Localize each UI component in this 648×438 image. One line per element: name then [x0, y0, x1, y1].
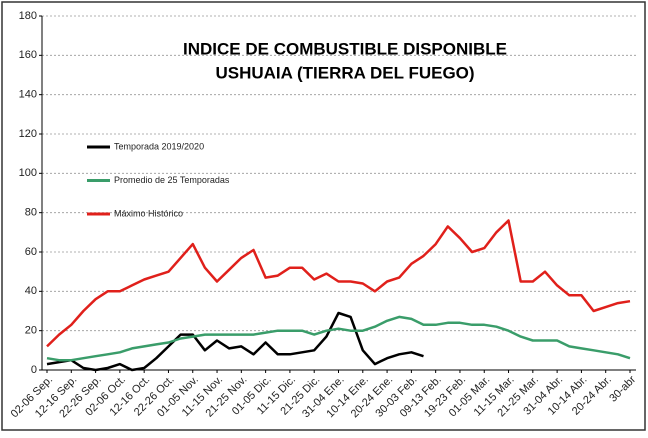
y-tick-label: 20 [25, 325, 37, 337]
y-tick-label: 60 [25, 246, 37, 258]
legend-label: Máximo Histórico [114, 208, 183, 218]
y-tick-label: 160 [19, 49, 37, 61]
frame [1, 1, 646, 431]
y-tick-label: 140 [19, 89, 37, 101]
y-tick-label: 40 [25, 285, 37, 297]
series-line [46, 315, 631, 362]
chart-title: INDICE DE COMBUSTIBLE DISPONIBLE [183, 39, 507, 58]
chart-subtitle: USHUAIA (TIERRA DEL FUEGO) [215, 63, 474, 82]
y-tick-label: 0 [31, 364, 37, 376]
y-tick-label: 80 [25, 207, 37, 219]
series-line [46, 311, 424, 372]
y-tick-label: 120 [19, 128, 37, 140]
legend-label: Temporada 2019/2020 [114, 141, 204, 151]
legend-label: Promedio de 25 Temporadas [114, 175, 230, 185]
y-tick-label: 100 [19, 167, 37, 179]
series-line [46, 219, 631, 348]
y-tick-label: 180 [19, 10, 37, 22]
